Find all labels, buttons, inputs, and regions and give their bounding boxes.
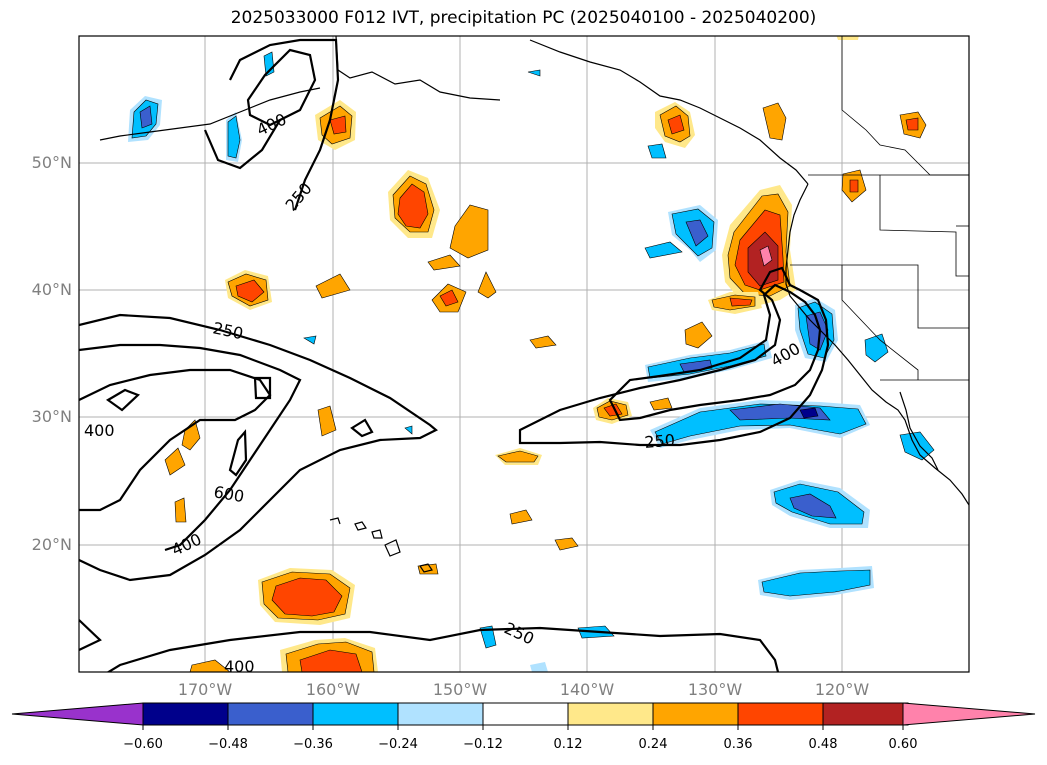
colorbar-swatch — [142, 702, 229, 726]
colorbar-swatch — [652, 702, 739, 726]
latitude-label: 30°N — [31, 407, 72, 426]
colorbar-swatch — [397, 702, 484, 726]
colorbar-tick-label: −0.24 — [378, 737, 418, 752]
coastlines — [99, 36, 969, 573]
longitude-label: 120°W — [814, 680, 870, 699]
borders — [790, 36, 969, 381]
colorbar-tick-label: −0.12 — [463, 737, 503, 752]
colorbar-tick-label: 0.36 — [723, 737, 753, 752]
colorbar-swatch — [567, 702, 654, 726]
longitude-label: 130°W — [687, 680, 743, 699]
colorbar — [11, 702, 1036, 730]
colorbar-extend-high — [902, 702, 1036, 726]
colorbar-swatch — [312, 702, 399, 726]
latitude-label: 40°N — [31, 280, 72, 299]
latitude-label: 50°N — [31, 153, 72, 172]
longitude-label: 170°W — [177, 680, 233, 699]
colorbar-tick-label: −0.48 — [208, 737, 248, 752]
colorbar-swatch — [227, 702, 314, 726]
longitude-label: 150°W — [432, 680, 488, 699]
colorbar-swatch — [482, 702, 569, 726]
longitude-label: 160°W — [305, 680, 361, 699]
colorbar-extend-low — [11, 702, 144, 726]
map-title: 2025033000 F012 IVT, precipitation PC (2… — [230, 8, 817, 28]
map-area — [79, 36, 969, 672]
precip-positive-shading — [164, 36, 927, 672]
map-frame — [78, 35, 970, 673]
colorbar-tick-label: 0.24 — [638, 737, 668, 752]
precip-negative-shading — [128, 51, 935, 672]
colorbar-tick-label: 0.48 — [808, 737, 838, 752]
colorbar-swatch — [737, 702, 824, 726]
colorbar-tick-label: 0.12 — [553, 737, 583, 752]
longitude-label: 140°W — [559, 680, 615, 699]
colorbar-tick-label: −0.36 — [293, 737, 333, 752]
latitude-label: 20°N — [31, 535, 72, 554]
colorbar-tick-label: 0.60 — [888, 737, 918, 752]
colorbar-swatch — [822, 702, 909, 726]
colorbar-tick-label: −0.60 — [123, 737, 163, 752]
ivt-contours — [79, 38, 830, 672]
